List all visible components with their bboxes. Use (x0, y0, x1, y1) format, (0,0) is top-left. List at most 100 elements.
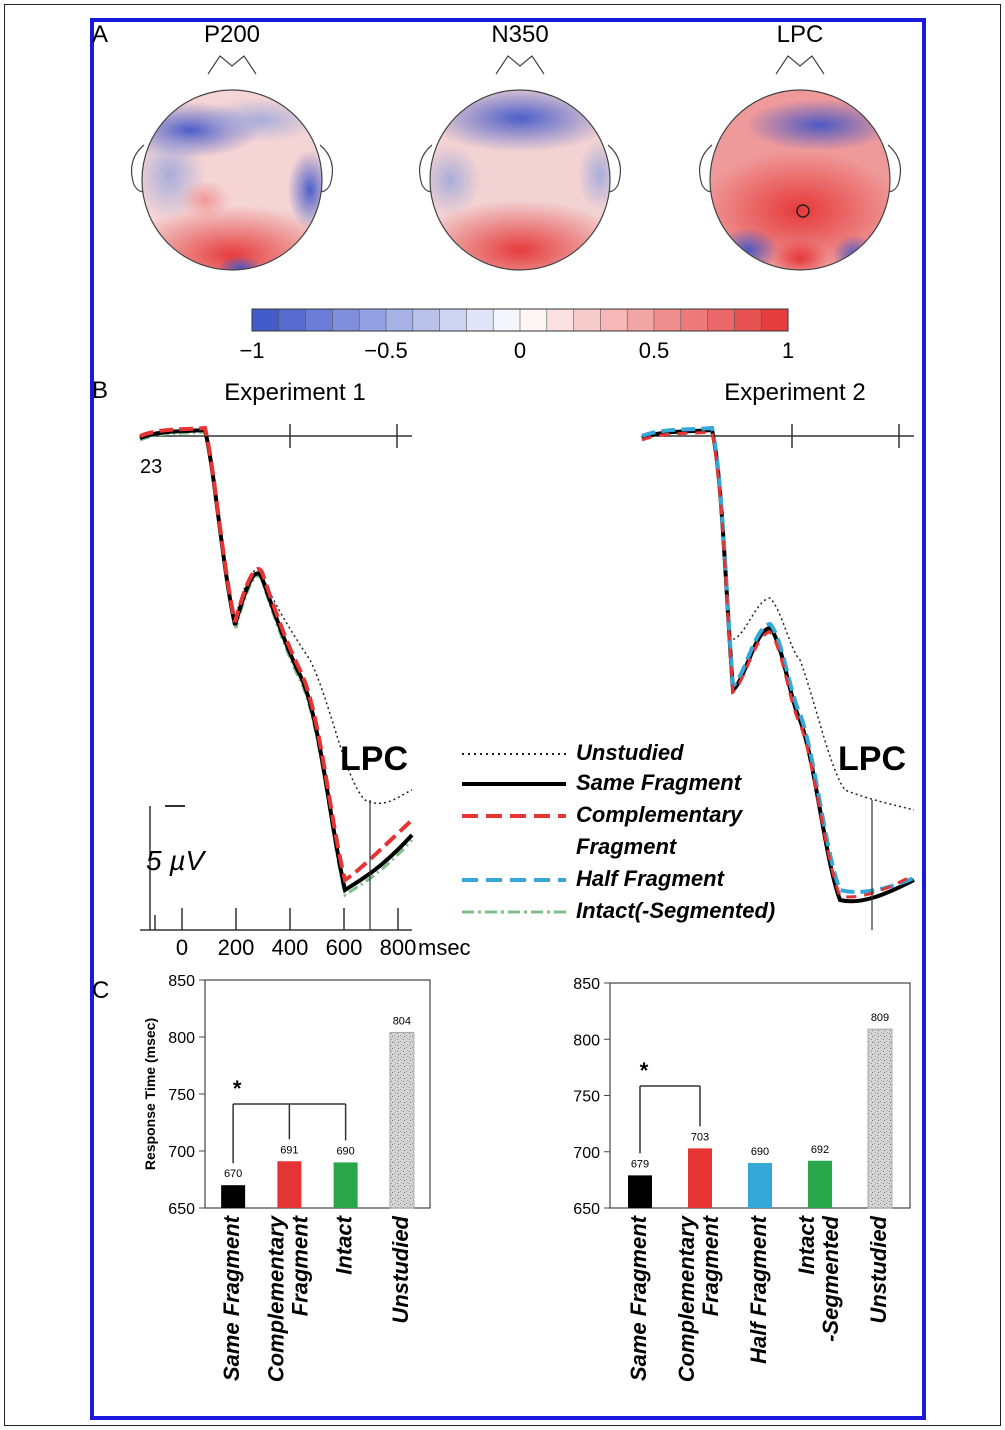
topomap-label-p200: P200 (204, 21, 260, 48)
lpc-label-exp1: LPC (340, 740, 408, 778)
legend-label: Complementary Fragment (576, 802, 744, 859)
colorbar-cell (600, 309, 628, 331)
colorbar-cell (252, 309, 280, 331)
wave-same-exp2 (641, 427, 915, 904)
bar-ytick-label: 800 (573, 1032, 600, 1049)
figure-frame (90, 18, 926, 1420)
colorbar-cell (734, 309, 762, 331)
bar-category-label: ComplementaryFragment (263, 1214, 312, 1382)
colorbar-cell (386, 309, 414, 331)
erp-title-exp1: Experiment 1 (224, 379, 365, 406)
significance-star: * (233, 1076, 242, 1101)
legend-label: Same Fragment (576, 770, 743, 795)
bar-ytick-label: 650 (573, 1201, 600, 1218)
bar-ytick-label: 800 (168, 1030, 195, 1047)
bar-category-label: Same Fragment (626, 1214, 651, 1381)
panel-label-b: B (92, 377, 108, 404)
bar-chart-exp2: 650 700 750 800 850 679 Same Fragment 703 Comple… (573, 976, 911, 1382)
bar (867, 1028, 893, 1209)
significance-star: * (640, 1058, 649, 1083)
colorbar-cell (493, 309, 521, 331)
wave-complementary-exp1 (139, 425, 414, 884)
erp-xtick-label: 200 (218, 935, 255, 960)
bar-category-label: Half Fragment (746, 1214, 771, 1364)
colorbar: −1 −0.5 0 0.5 1 (239, 308, 794, 363)
erp-xtick-label: 0 (176, 935, 188, 960)
colorbar-tick-label: 1 (782, 338, 794, 363)
legend-label: Intact(-Segmented) (576, 898, 775, 923)
panel-label-c: C (92, 977, 109, 1004)
erp-waves-exp2 (641, 425, 915, 904)
bar-chart-exp1: 650 700 750 800 850 Response Time (msec) 670 Sa… (142, 973, 431, 1382)
erp-x-unit: msec (418, 935, 471, 960)
bar-value-label: 690 (336, 1145, 354, 1157)
colorbar-cell (573, 309, 601, 331)
bar-ytick-label: 750 (168, 1087, 195, 1104)
erp-xtick-label: 800 (380, 935, 417, 960)
bar-ytick-label: 700 (168, 1144, 195, 1161)
bar-ytick-label: 650 (168, 1201, 195, 1218)
bar (808, 1160, 832, 1208)
wave-complementary-exp2 (641, 430, 915, 899)
bar-category-label: Unstudied (866, 1215, 891, 1323)
colorbar-cell (439, 309, 467, 331)
lpc-label-exp2: LPC (838, 740, 906, 778)
bar-value-label: 691 (280, 1144, 298, 1156)
bar-value-label: 804 (393, 1015, 411, 1027)
significance-bracket: * (639, 1058, 701, 1154)
colorbar-cell (654, 309, 682, 331)
bar-ytick-label: 850 (573, 976, 600, 993)
colorbar-cell (627, 309, 655, 331)
erp-waves-exp1 (139, 425, 414, 898)
bar-ytick-label: 700 (573, 1145, 600, 1162)
erp-scale-axis: 0 200 400 600 800 msec (140, 805, 471, 960)
scale-label: 5 µV (146, 845, 206, 876)
colorbar-cell (412, 309, 441, 331)
figure-border (4, 4, 1001, 1426)
colorbar-cell (546, 309, 575, 331)
erp-time-axis-exp2 (642, 424, 914, 448)
colorbar-cell (680, 309, 709, 331)
bar (748, 1163, 772, 1208)
panel-label-a: A (92, 21, 108, 48)
bar-value-label: 809 (871, 1012, 889, 1024)
topomap-label-n350: N350 (491, 21, 548, 48)
electrode-label: 23 (140, 456, 162, 478)
colorbar-cell (761, 309, 789, 331)
bar-value-label: 690 (751, 1146, 769, 1158)
bar-category-label: Unstudied (388, 1215, 413, 1323)
bar-category-label: Same Fragment (219, 1214, 244, 1381)
bar (688, 1148, 712, 1208)
topomap-n350: N350 (419, 21, 621, 271)
colorbar-cell (359, 309, 387, 331)
colorbar-cell (278, 309, 307, 331)
legend-label: Unstudied (576, 740, 684, 765)
significance-bracket: * (232, 1076, 347, 1164)
bar-value-label: 703 (691, 1131, 709, 1143)
colorbar-cell (332, 309, 360, 331)
colorbar-tick-label: 0.5 (639, 338, 670, 363)
topomap-p200: P200 (131, 21, 333, 271)
bar (628, 1175, 652, 1208)
bar-category-label: Intact-Segmented (794, 1214, 843, 1342)
colorbar-cell (520, 309, 548, 331)
bar-category-label: Intact (332, 1214, 357, 1274)
topomap-label-lpc: LPC (777, 21, 824, 48)
bar (333, 1162, 358, 1208)
bar-ylabel: Response Time (msec) (142, 1018, 158, 1170)
colorbar-tick-label: 0 (514, 338, 526, 363)
bar-category-label: ComplementaryFragment (674, 1214, 723, 1382)
colorbar-tick-label: −1 (239, 338, 264, 363)
bar (221, 1185, 246, 1208)
bar-value-label: 679 (631, 1158, 649, 1170)
bar-value-label: 692 (811, 1144, 829, 1156)
electrode-marker (796, 204, 810, 218)
wave-same-exp1 (139, 427, 414, 894)
wave-green-exp1 (139, 430, 414, 898)
erp-xtick-label: 400 (272, 935, 309, 960)
erp-title-exp2: Experiment 2 (724, 379, 865, 406)
erp-time-axis-exp1 (140, 424, 412, 448)
legend-label: Half Fragment (576, 866, 726, 891)
colorbar-cell (466, 309, 494, 331)
